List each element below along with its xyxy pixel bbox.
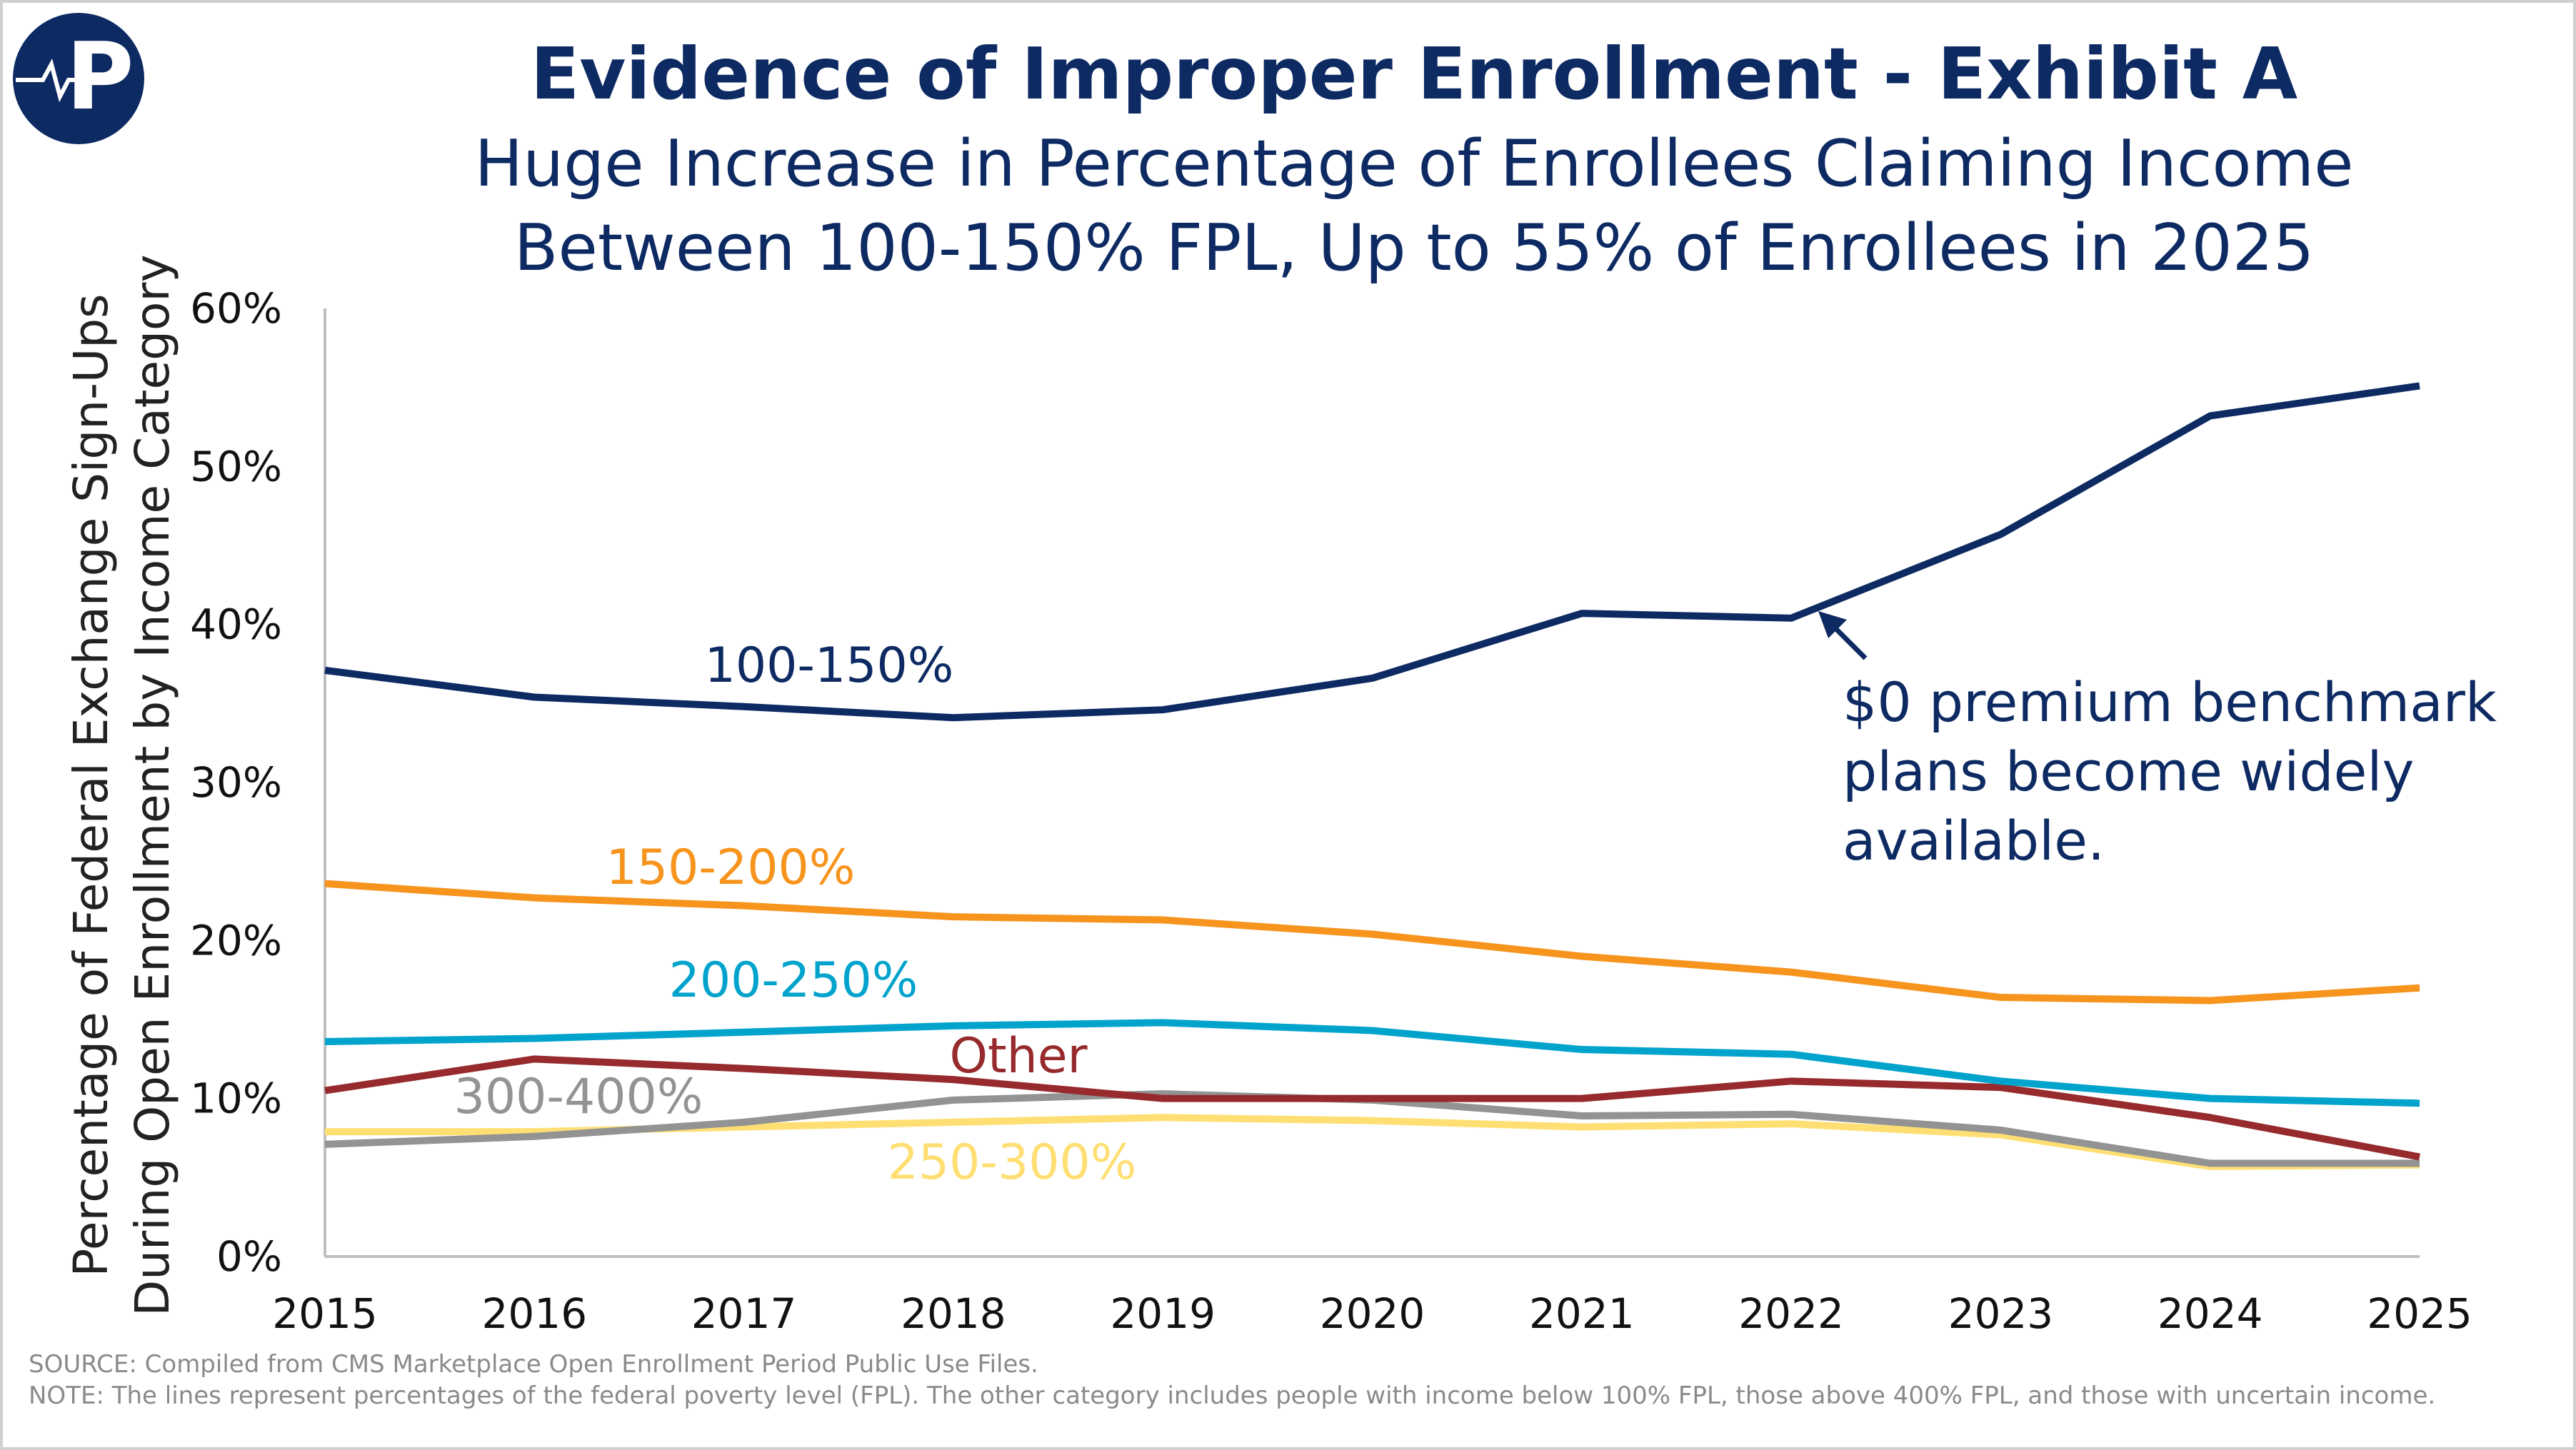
x-tick-label: 2021 [1529, 1289, 1635, 1338]
annotation-line-3: available. [1843, 809, 2105, 872]
axes: 0% 10% 20% 30% 40% 50% 60% 2015 2016 2017 2018 2019… [190, 284, 2472, 1338]
arrowhead-icon [1818, 611, 1847, 638]
x-tick-label: 2015 [272, 1289, 378, 1338]
y-tick-label: 20% [190, 916, 282, 965]
series-lines [324, 382, 2420, 1170]
chart-title: Evidence of Improper Enrollment - Exhibi… [531, 32, 2297, 116]
x-tick-label: 2020 [1320, 1289, 1425, 1338]
series-label-100-150: 100-150% [705, 638, 954, 694]
series-label-200-250: 200-250% [669, 952, 918, 1009]
x-tick-label: 2017 [691, 1289, 797, 1338]
series-label-250-300: 250-300% [888, 1134, 1137, 1191]
logo-letter: P [66, 22, 134, 131]
x-tick-label: 2022 [1738, 1289, 1844, 1338]
annotation-line-2: plans become widely [1843, 740, 2414, 803]
y-axis-title-line-2: During Open Enrollment by Income Categor… [125, 254, 180, 1316]
y-axis-title-line-1: Percentage of Federal Exchange Sign-Ups [64, 293, 119, 1277]
series-label-150-200: 150-200% [606, 840, 856, 896]
footnote: NOTE: The lines represent percentages of… [29, 1381, 2435, 1410]
subtitle-line-2: Between 100-150% FPL, Up to 55% of Enrol… [514, 211, 2314, 286]
y-tick-label: 50% [190, 442, 282, 490]
y-tick-label: 30% [190, 758, 282, 807]
subtitle-line-1: Huge Increase in Percentage of Enrollees… [474, 126, 2353, 201]
source-note: SOURCE: Compiled from CMS Marketplace Op… [29, 1350, 1038, 1379]
x-tick-label: 2016 [481, 1289, 587, 1338]
logo: P [13, 13, 144, 144]
series-line-150-200 [324, 880, 2420, 1005]
y-tick-label: 0% [216, 1232, 282, 1281]
y-tick-label: 60% [190, 284, 282, 333]
x-tick-label: 2025 [2367, 1289, 2472, 1338]
series-line-other [324, 1055, 2420, 1161]
series-label-300-400: 300-400% [454, 1069, 703, 1125]
annotation-line-1: $0 premium benchmark [1843, 670, 2497, 734]
series-label-other: Other [949, 1028, 1087, 1084]
heartbeat-icon [16, 58, 86, 103]
x-tick-label: 2023 [1948, 1289, 2054, 1338]
series-line-100-150 [324, 382, 2420, 722]
annotation: $0 premium benchmark plans become widely… [1818, 611, 2497, 872]
y-tick-label: 10% [190, 1074, 282, 1123]
x-tick-label: 2018 [901, 1289, 1006, 1338]
y-axis-title: Percentage of Federal Exchange Sign-Ups … [64, 254, 180, 1316]
x-tick-label: 2024 [2157, 1289, 2263, 1338]
x-tick-label: 2019 [1110, 1289, 1216, 1338]
y-tick-label: 40% [190, 600, 282, 649]
series-labels: 100-150% 150-200% 200-250% Other 300-400… [454, 638, 1137, 1191]
series-line-200-250 [324, 1019, 2420, 1107]
